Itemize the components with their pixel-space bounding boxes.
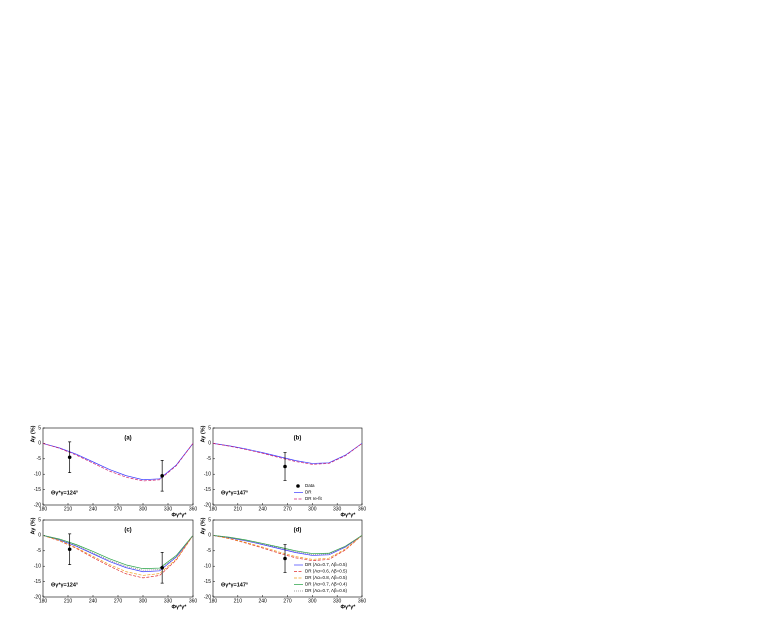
x-axis-label: Φγ*γ* <box>341 604 357 610</box>
y-axis-label: Ay (%) <box>200 517 206 534</box>
data-point <box>160 473 164 478</box>
y-axis-label: Ay (%) <box>30 425 36 442</box>
series-line <box>42 443 194 481</box>
data-point <box>160 565 164 570</box>
x-tick-label: 210 <box>234 598 243 604</box>
y-tick-label: -10 <box>34 564 41 570</box>
x-tick-label: 270 <box>114 506 123 512</box>
annotation: Θγ*γ=147° <box>221 490 248 496</box>
x-tick-label: 300 <box>139 506 148 512</box>
x-tick-label: 240 <box>258 598 267 604</box>
x-tick-label: 360 <box>358 598 367 604</box>
x-tick-label: 360 <box>189 598 198 604</box>
legend-label: DR (Λα=0.7, Λβ=0.6) <box>305 588 347 593</box>
y-tick-label: 0 <box>208 441 211 447</box>
annotation: Θγ*γ=124° <box>51 582 78 588</box>
y-tick-label: -10 <box>34 472 41 478</box>
y-tick-label: -20 <box>204 502 211 508</box>
x-tick-label: 330 <box>164 598 173 604</box>
y-tick-label: 5 <box>208 517 211 523</box>
series-line <box>42 443 194 482</box>
legend-label: DR <box>305 490 312 495</box>
legend-label: DR (Λα=0.6, Λβ=0.5) <box>305 569 347 574</box>
x-tick-label: 180 <box>39 598 48 604</box>
x-tick-label: 180 <box>39 506 48 512</box>
legend-label: Data <box>305 483 315 488</box>
y-tick-label: -5 <box>207 456 212 462</box>
panel-title: (b) <box>294 436 302 442</box>
x-tick-label: 210 <box>64 598 73 604</box>
series-line <box>212 443 363 464</box>
x-axis-label: Φγ*γ* <box>341 512 357 518</box>
x-tick-label: 300 <box>308 506 317 512</box>
series-line <box>42 535 194 570</box>
series-line <box>212 535 363 554</box>
y-tick-label: -5 <box>207 548 212 554</box>
y-tick-label: -10 <box>204 564 211 570</box>
annotation: Θγ*γ=124° <box>51 490 78 496</box>
y-tick-label: -5 <box>37 456 42 462</box>
y-tick-label: 5 <box>38 517 41 523</box>
y-tick-label: -20 <box>204 594 211 600</box>
y-tick-label: -15 <box>34 487 41 493</box>
x-tick-label: 360 <box>189 506 198 512</box>
y-tick-label: 0 <box>38 533 41 539</box>
y-tick-label: 5 <box>208 425 211 431</box>
x-tick-label: 210 <box>64 506 73 512</box>
panel-title: (c) <box>124 528 131 534</box>
data-point <box>283 464 287 469</box>
x-tick-label: 330 <box>333 598 342 604</box>
series-line <box>212 535 363 555</box>
x-tick-label: 180 <box>209 598 218 604</box>
y-tick-label: -10 <box>204 472 211 478</box>
legend-label: DR re-fit <box>305 496 322 501</box>
y-tick-label: 0 <box>208 533 211 539</box>
series-line <box>212 443 363 465</box>
x-tick-label: 360 <box>358 506 367 512</box>
series-line <box>42 535 194 579</box>
series-line <box>42 535 194 573</box>
y-tick-label: -20 <box>34 594 41 600</box>
x-tick-label: 300 <box>139 598 148 604</box>
y-axis-label: Ay (%) <box>200 425 206 442</box>
y-axis-label: Ay (%) <box>30 517 36 534</box>
x-tick-label: 240 <box>89 598 98 604</box>
series-line <box>212 535 363 556</box>
x-tick-label: 270 <box>283 598 292 604</box>
panel-title: (a) <box>124 436 131 442</box>
y-tick-label: 5 <box>38 425 41 431</box>
y-tick-label: -15 <box>204 579 211 585</box>
panel-title: (d) <box>294 528 302 534</box>
y-tick-label: -5 <box>37 548 42 554</box>
x-tick-label: 300 <box>308 598 317 604</box>
x-tick-label: 330 <box>333 506 342 512</box>
x-axis-label: Φγ*γ* <box>172 512 188 518</box>
legend-label: DR (Λα=0.7, Λβ=0.5) <box>305 562 347 567</box>
series-line <box>42 535 194 571</box>
x-axis-label: Φγ*γ* <box>172 604 188 610</box>
x-tick-label: 240 <box>258 506 267 512</box>
legend-label: DR (Λα=0.7, Λβ=0.4) <box>305 582 347 587</box>
series-line <box>212 535 363 562</box>
data-point <box>283 556 287 561</box>
x-tick-label: 240 <box>89 506 98 512</box>
legend-marker <box>296 484 300 488</box>
y-tick-label: -15 <box>204 487 211 493</box>
y-tick-label: -15 <box>34 579 41 585</box>
data-point <box>67 547 72 552</box>
x-tick-label: 270 <box>283 506 292 512</box>
legend-label: DR (Λα=0.8, Λβ=0.5) <box>305 575 347 580</box>
series-line <box>212 535 363 560</box>
data-point <box>67 455 72 460</box>
y-tick-label: 0 <box>38 441 41 447</box>
x-tick-label: 330 <box>164 506 173 512</box>
x-tick-label: 210 <box>234 506 243 512</box>
x-tick-label: 270 <box>114 598 123 604</box>
x-tick-label: 180 <box>209 506 218 512</box>
annotation: Θγ*γ=147° <box>221 582 248 588</box>
y-tick-label: -20 <box>34 502 41 508</box>
series-line <box>42 535 194 576</box>
